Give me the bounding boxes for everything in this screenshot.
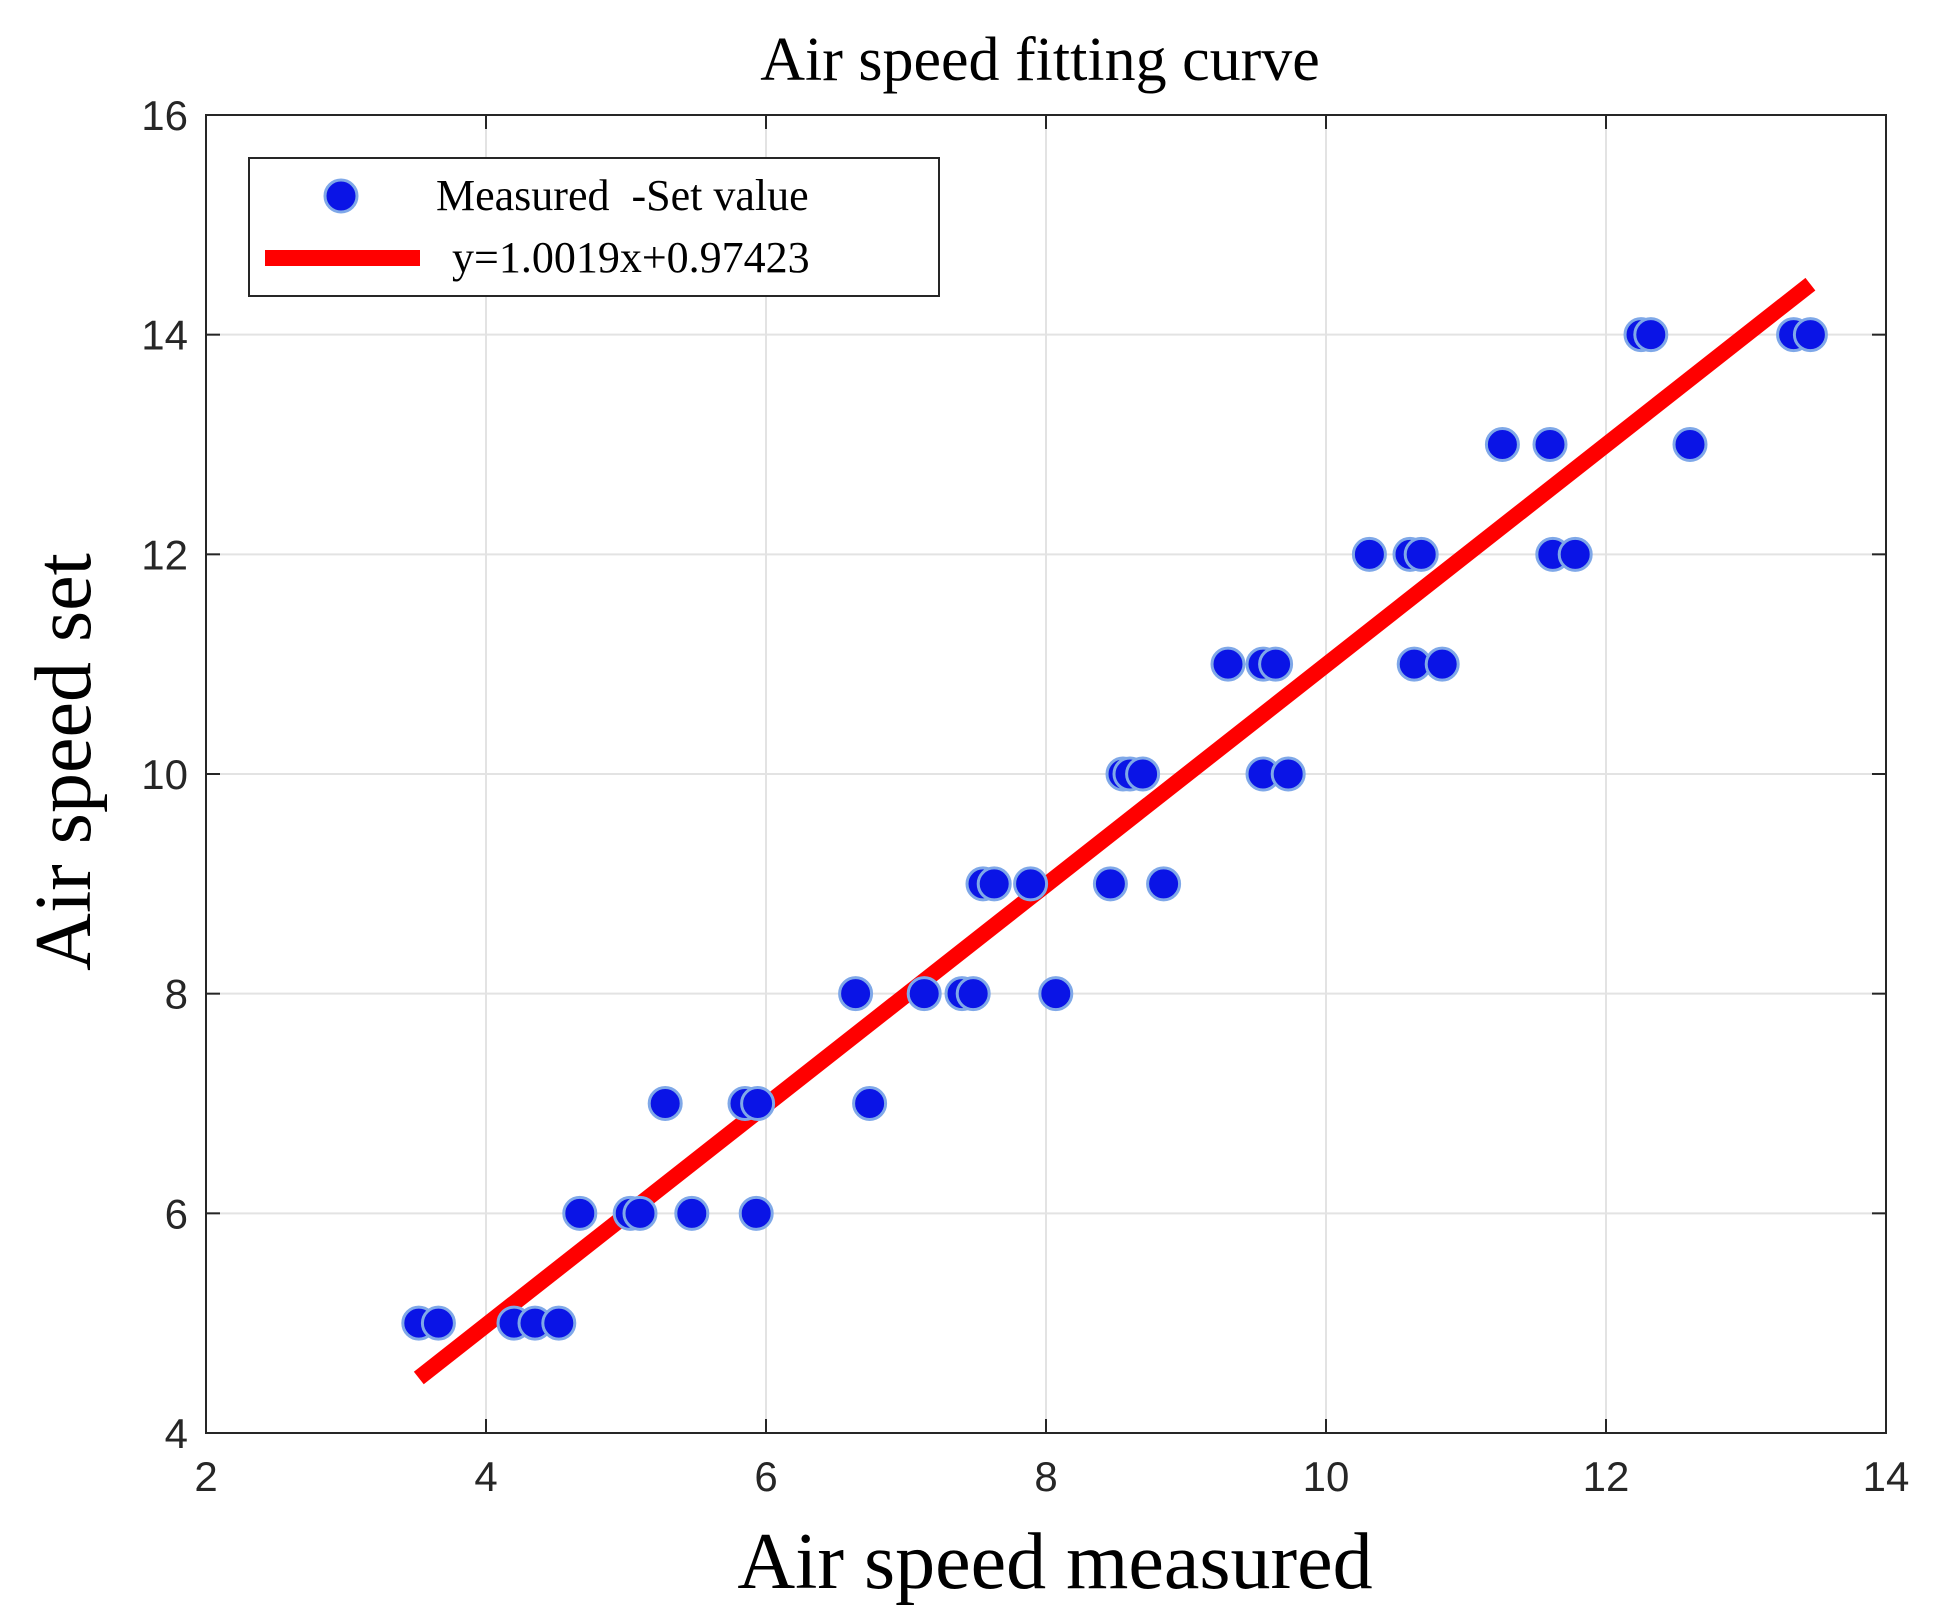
- data-point: [1125, 756, 1161, 792]
- x-tick-label: 2: [194, 1453, 217, 1500]
- data-point: [738, 1195, 774, 1231]
- data-point: [976, 866, 1012, 902]
- y-tick-label: 14: [141, 312, 188, 359]
- data-point: [674, 1195, 710, 1231]
- x-tick-label: 8: [1034, 1453, 1057, 1500]
- data-point: [1258, 646, 1294, 682]
- data-point: [1792, 317, 1828, 353]
- y-tick-label: 12: [141, 531, 188, 578]
- legend-label-line: y=1.0019x+0.97423: [452, 233, 810, 282]
- data-point: [1672, 427, 1708, 462]
- y-tick-label: 10: [141, 751, 188, 798]
- x-axis-label: Air speed measured: [737, 1518, 1372, 1606]
- data-point: [1270, 756, 1306, 792]
- y-tick-label: 16: [141, 92, 188, 139]
- data-point: [838, 976, 874, 1012]
- data-point: [906, 976, 942, 1012]
- legend-label-scatter: Measured -Set value: [436, 171, 809, 220]
- x-tick-label: 10: [1303, 1453, 1350, 1500]
- data-point: [562, 1195, 598, 1231]
- x-tick-label: 6: [754, 1453, 777, 1500]
- data-point: [955, 976, 991, 1012]
- fit-line: [413, 277, 1816, 1385]
- data-point: [1424, 646, 1460, 682]
- y-axis-label: Air speed set: [20, 553, 108, 971]
- scatter-points: [401, 317, 1828, 1341]
- x-tick-label: 12: [1583, 1453, 1630, 1500]
- x-tick-label: 14: [1863, 1453, 1910, 1500]
- data-point: [1092, 866, 1128, 902]
- x-tick-labels: 2 4 6 8 10 12 14: [194, 1453, 1909, 1500]
- y-tick-labels: 4 6 8 10 12 14 16: [141, 92, 188, 1457]
- data-point: [647, 1086, 683, 1121]
- data-point: [1210, 646, 1246, 682]
- data-point: [1484, 427, 1520, 462]
- data-point: [420, 1305, 456, 1341]
- data-point: [1013, 866, 1049, 902]
- y-tick-label: 4: [165, 1410, 188, 1457]
- data-point: [1146, 866, 1182, 902]
- legend-marker-scatter: [323, 178, 359, 214]
- chart-title: Air speed fitting curve: [760, 26, 1320, 94]
- legend: Measured -Set value y=1.0019x+0.97423: [248, 157, 940, 297]
- data-point: [1633, 317, 1669, 353]
- data-point: [740, 1086, 776, 1121]
- data-point: [1403, 536, 1439, 572]
- y-tick-label: 6: [165, 1190, 188, 1237]
- axis-ticks: [205, 114, 1887, 1434]
- data-point: [541, 1305, 577, 1341]
- data-point: [1557, 536, 1593, 572]
- x-tick-label: 4: [474, 1453, 497, 1500]
- data-point: [1351, 536, 1387, 572]
- data-point: [1038, 976, 1074, 1012]
- fit-line-group: [413, 277, 1816, 1385]
- data-point: [1532, 427, 1568, 462]
- legend-box: [248, 157, 940, 297]
- data-point: [622, 1195, 658, 1231]
- y-tick-label: 8: [165, 971, 188, 1018]
- data-point: [852, 1086, 888, 1121]
